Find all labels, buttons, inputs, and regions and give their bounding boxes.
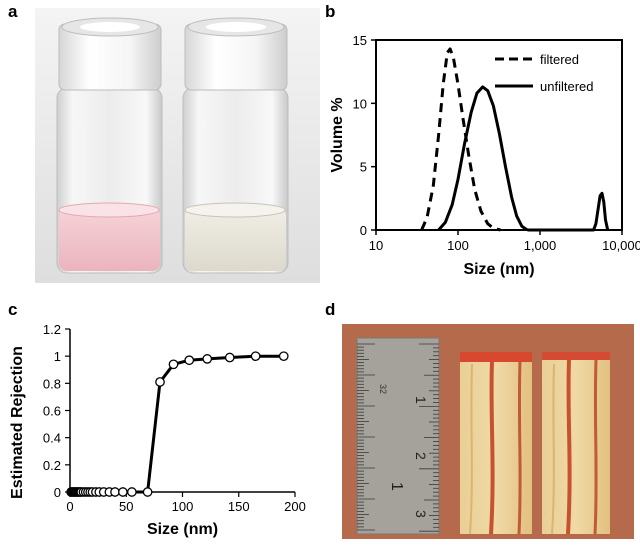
wood-ruler-photo: 32 1 2 3 1	[342, 324, 634, 539]
x-tick-label: 100	[172, 499, 194, 514]
y-axis-label: Estimated Rejection	[9, 346, 26, 499]
ruler: 32 1 2 3 1	[356, 337, 440, 535]
legend-label-filtered: filtered	[540, 52, 579, 67]
y-tick-label: 0.6	[43, 404, 61, 419]
y-tick-label: 0	[54, 485, 61, 500]
data-point	[142, 487, 153, 497]
data-point	[202, 354, 213, 364]
data-point	[184, 355, 195, 366]
series-line-unfiltered	[437, 85, 610, 232]
data-point	[118, 487, 128, 497]
panel-letter-a: a	[8, 2, 18, 21]
data-point	[278, 351, 289, 362]
x-tick-label: 0	[66, 499, 73, 514]
y-tick-label: 0.2	[43, 458, 61, 473]
x-tick-label: 1,000	[524, 238, 557, 253]
ruler-mark-1: 1	[413, 396, 429, 404]
vials-photo	[35, 8, 320, 283]
x-axis-label: Size (nm)	[463, 261, 534, 278]
y-tick-label: 1	[54, 349, 61, 364]
ruler-mark-inch: 1	[388, 482, 405, 491]
wood-sample-right	[542, 352, 610, 535]
panel-letter-c: c	[8, 300, 18, 319]
ruler-mark-2: 2	[413, 452, 429, 460]
x-axis-label: Size (nm)	[147, 521, 218, 538]
x-tick-label: 150	[228, 499, 250, 514]
data-point	[110, 487, 120, 497]
x-tick-label: 10	[369, 238, 383, 253]
data-point	[155, 377, 165, 387]
clear-vial	[182, 17, 289, 274]
x-tick-label: 50	[119, 499, 133, 514]
x-tick-label: 200	[284, 499, 306, 514]
y-tick-label: 5	[360, 160, 367, 175]
y-tick-label: 0	[360, 223, 367, 238]
rejection-curve	[70, 354, 284, 494]
wood-sample-left	[460, 352, 532, 535]
x-tick-label: 100	[447, 238, 469, 253]
legend-label-unfiltered: unfiltered	[540, 79, 593, 94]
pink-vial	[56, 17, 163, 274]
data-point	[250, 351, 261, 362]
y-tick-label: 15	[353, 33, 367, 48]
y-axis-label: Volume %	[329, 97, 346, 172]
y-tick-label: 0.8	[43, 376, 61, 391]
chart-c-estimated-rejection: 0 50 100 150 200 0 0.2 0.4 0.6 0.8 1 1.2 Size (nm) Es…	[9, 322, 306, 538]
ruler-mark-3: 3	[413, 510, 429, 518]
series-line-filtered	[420, 47, 501, 232]
chart-b-size-distribution: 10 100 1,000 10,000 0 5 10 15 Size (nm) Volume % f…	[329, 33, 640, 278]
data-point	[168, 359, 179, 370]
y-tick-label: 0.4	[43, 431, 61, 446]
panel-letter-d: d	[325, 300, 336, 319]
data-point	[127, 487, 137, 497]
y-tick-label: 10	[353, 96, 367, 111]
panel-letter-b: b	[325, 2, 336, 21]
ruler-mark-top: 32	[378, 384, 388, 394]
y-tick-label: 1.2	[43, 322, 61, 337]
data-point	[224, 352, 235, 363]
x-tick-label: 10,000	[602, 238, 640, 253]
